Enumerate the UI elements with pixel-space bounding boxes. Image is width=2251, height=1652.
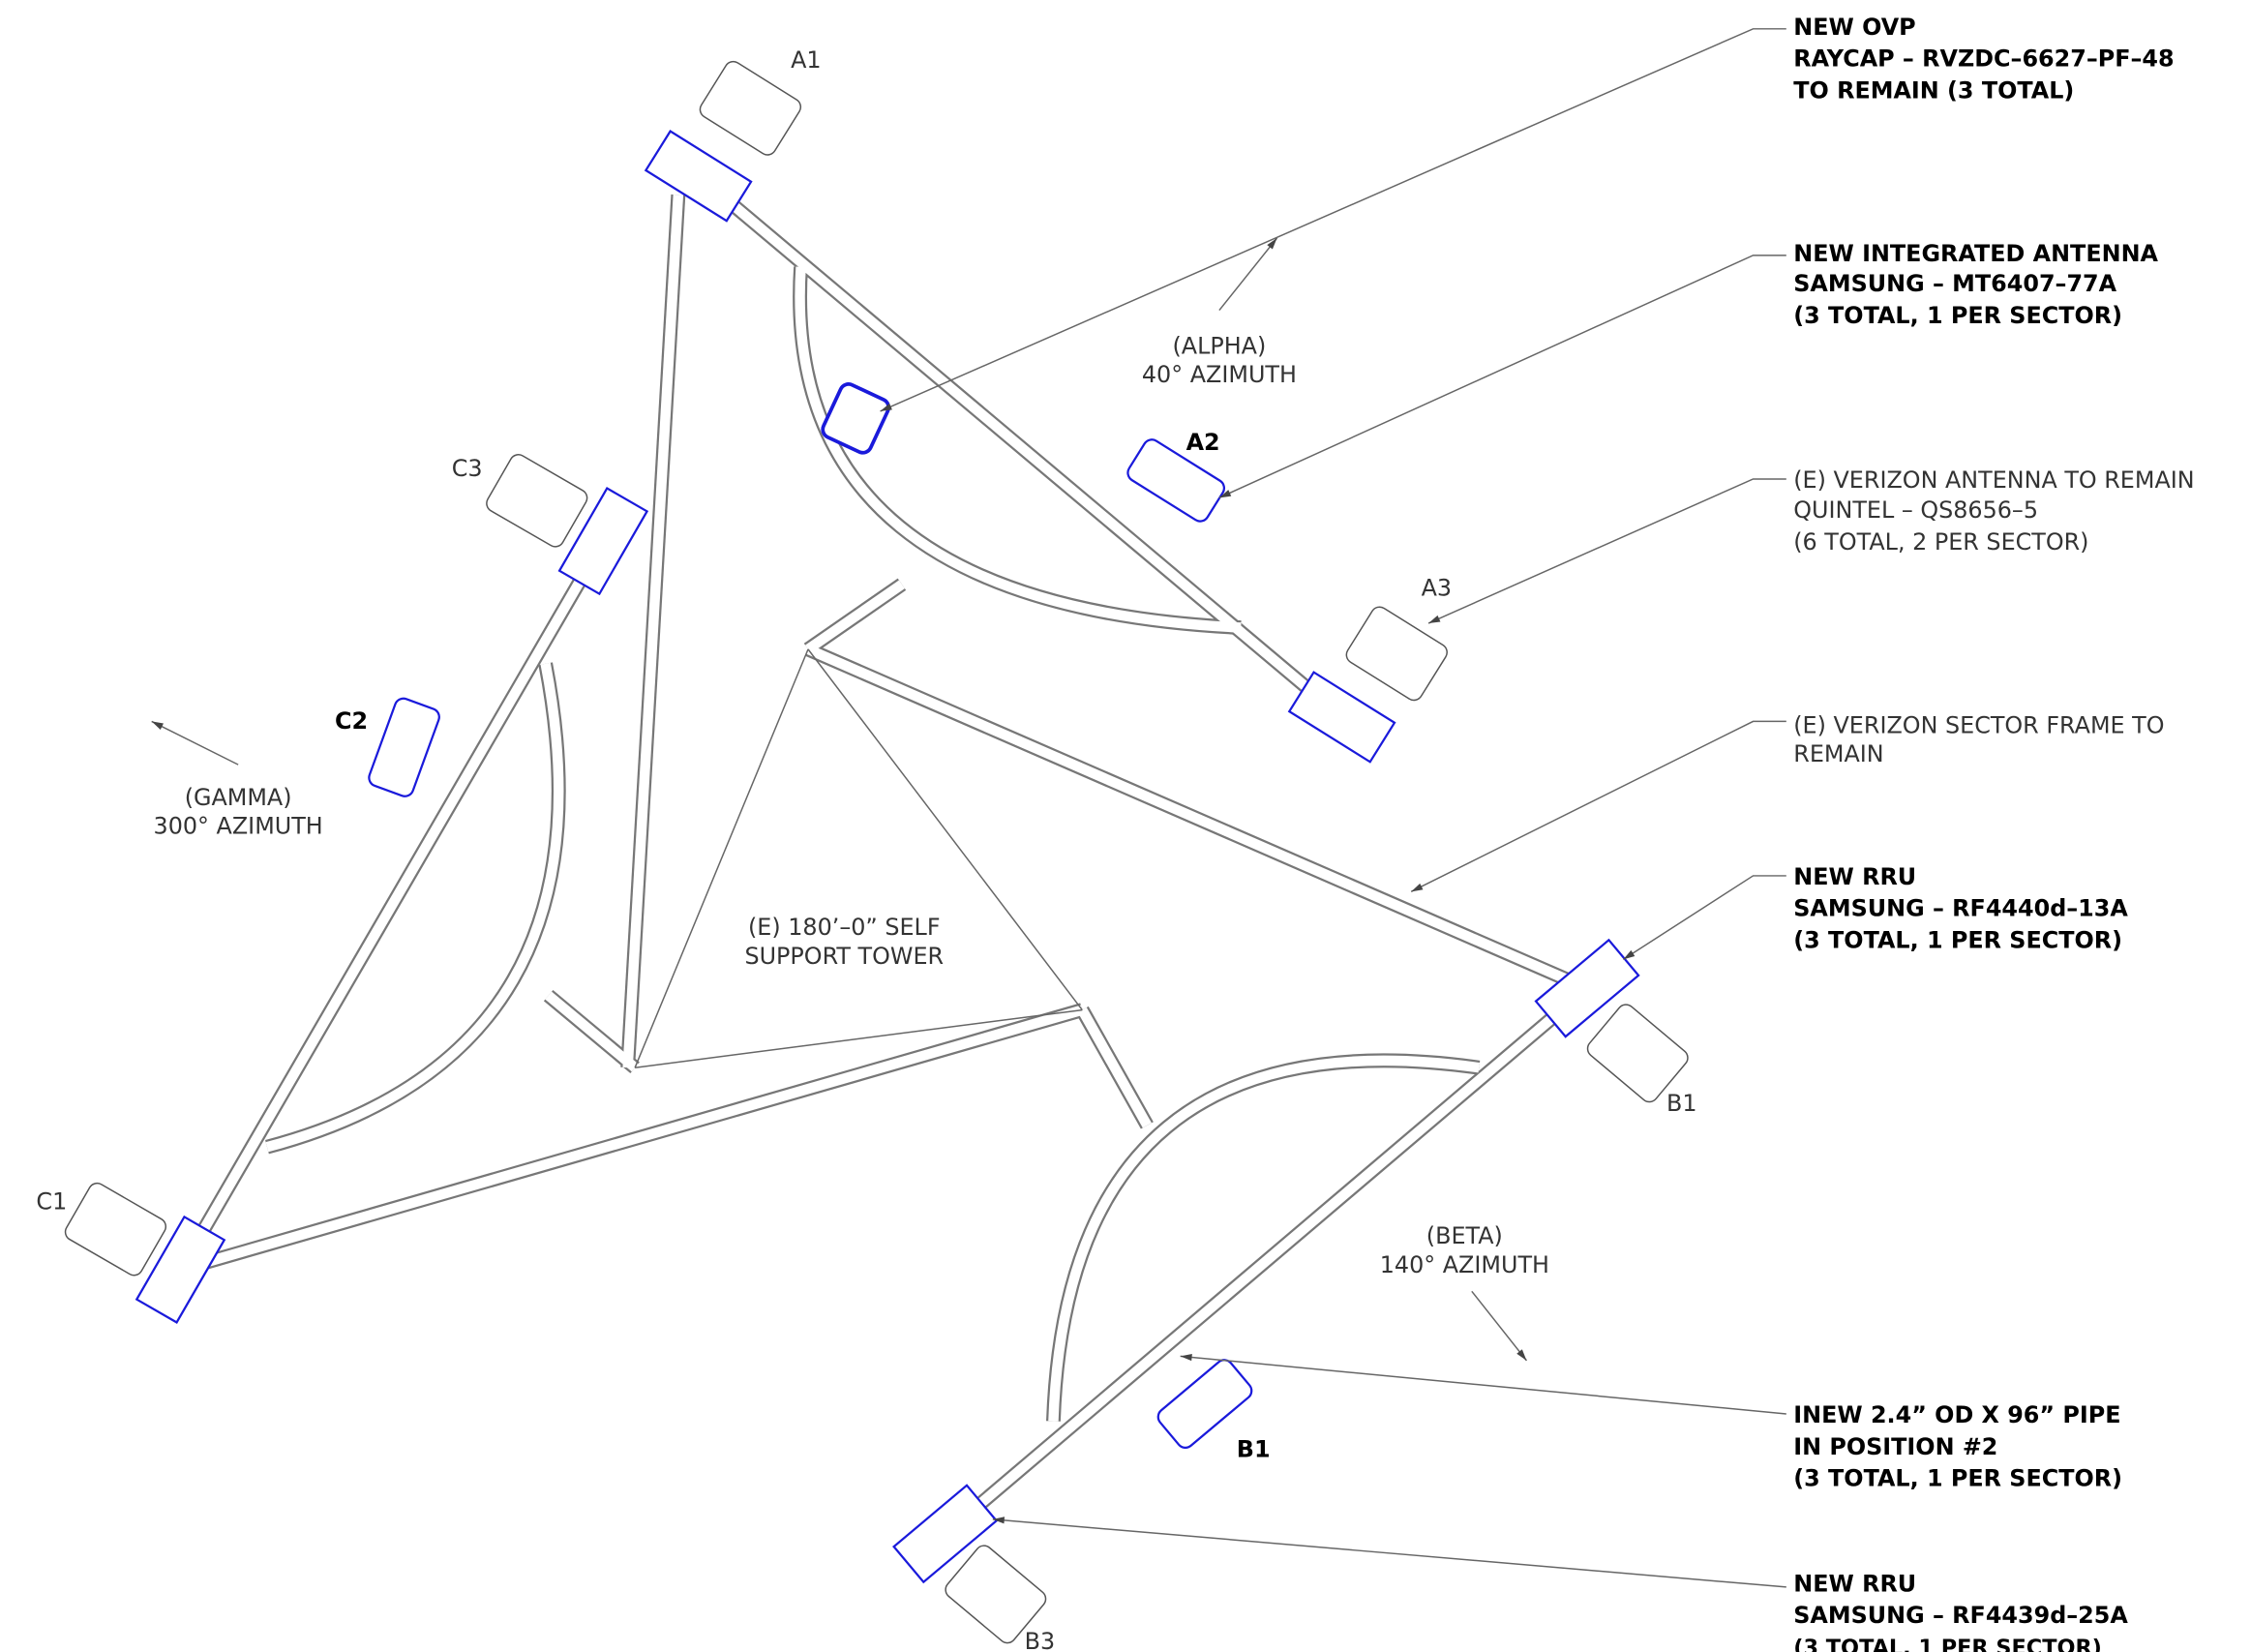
callout-line: TO REMAIN (3 TOTAL) — [1793, 76, 2074, 104]
sector-azimuth: 300° AZIMUTH — [154, 813, 323, 840]
callout-line: SAMSUNG – MT6407–77A — [1793, 270, 2116, 297]
tower-label: SUPPORT TOWER — [744, 943, 944, 970]
sector-name: (ALPHA) — [1172, 332, 1266, 359]
antenna-label: B1 — [1237, 1436, 1271, 1463]
sector-name: (GAMMA) — [185, 784, 292, 811]
callout-line: IN POSITION #2 — [1793, 1433, 1997, 1460]
callout-line: NEW RRU — [1793, 1570, 1916, 1597]
callout-line: (E) VERIZON ANTENNA TO REMAIN — [1793, 466, 2194, 494]
callout-line: (3 TOTAL, 1 PER SECTOR) — [1793, 1465, 2122, 1492]
drawing: NEW OVP RAYCAP – RVZDC–6627–PF–48 TO REM… — [0, 0, 2251, 1652]
antenna-label: B3 — [1025, 1628, 1056, 1652]
callout-line: (E) VERIZON SECTOR FRAME TO — [1793, 711, 2164, 738]
antenna-label: B1 — [1666, 1090, 1697, 1117]
sector-azimuth: 40° AZIMUTH — [1142, 361, 1297, 388]
antenna-label: C1 — [36, 1187, 67, 1215]
antenna-label: A3 — [1422, 575, 1452, 602]
antenna-labels: A1 A2 A3 B1 B1 B3 C1 C2 C3 — [36, 46, 1696, 1652]
antenna-label: C3 — [452, 455, 483, 482]
sector-azimuth: 140° AZIMUTH — [1380, 1251, 1549, 1278]
callout-line: (3 TOTAL, 1 PER SECTOR) — [1793, 1636, 2102, 1652]
leaders — [152, 29, 1786, 1587]
callout-line: SAMSUNG – RF4439d–25A — [1793, 1602, 2128, 1629]
rrus — [136, 132, 1638, 1582]
callout-line: SAMSUNG – RF4440d–13A — [1793, 895, 2128, 922]
callout-line: QUINTEL – QS8656–5 — [1793, 496, 2038, 524]
sector-name: (BETA) — [1426, 1222, 1503, 1249]
antenna-label: C2 — [335, 707, 368, 735]
frame — [181, 176, 1588, 1534]
antenna-label: A2 — [1186, 429, 1220, 456]
callouts: NEW OVP RAYCAP – RVZDC–6627–PF–48 TO REM… — [1793, 14, 2194, 1652]
callout-line: (3 TOTAL, 1 PER SECTOR) — [1793, 926, 2122, 953]
existing-antennas — [62, 58, 1691, 1646]
tower-label: (E) 180’–0” SELF — [748, 914, 941, 941]
antenna-label: A1 — [791, 46, 821, 74]
callout-line: NEW RRU — [1793, 863, 1916, 890]
callout-line: NEW INTEGRATED ANTENNA — [1793, 240, 2158, 267]
callout-line: RAYCAP – RVZDC–6627–PF–48 — [1793, 45, 2174, 73]
callout-line: (3 TOTAL, 1 PER SECTOR) — [1793, 302, 2122, 329]
callout-line: NEW OVP — [1793, 14, 1915, 41]
callout-line: (6 TOTAL, 2 PER SECTOR) — [1793, 528, 2088, 556]
callout-line: REMAIN — [1793, 740, 1883, 767]
callout-line: INEW 2.4” OD X 96” PIPE — [1793, 1401, 2120, 1428]
